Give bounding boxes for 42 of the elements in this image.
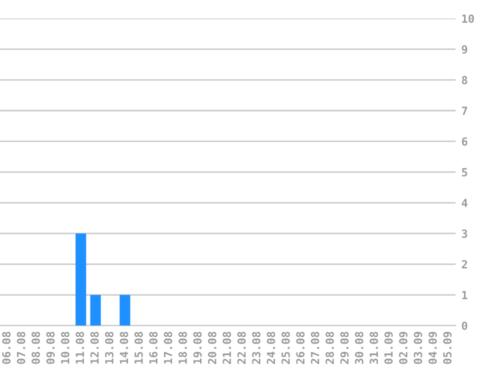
x-tick-label: 02.09	[399, 332, 408, 364]
y-tick-label: 2	[462, 260, 467, 268]
x-tick-label: 29.08	[340, 332, 349, 364]
x-tick-label: 15.08	[134, 332, 143, 364]
x-tick-label: 09.08	[46, 332, 55, 364]
y-tick-label: 3	[462, 229, 468, 238]
x-tick-label: 19.08	[193, 332, 202, 364]
x-tick-label: 10.08	[60, 332, 70, 364]
x-tick-label: 13.08	[105, 332, 114, 364]
x-tick-label: 17.08	[164, 332, 172, 364]
x-tick-label: 08.08	[32, 332, 40, 364]
y-tick-label: 0	[462, 322, 468, 330]
x-tick-label: 11.08	[76, 332, 84, 364]
x-tick-label: 18.08	[178, 332, 187, 364]
x-tick-label: 12.08	[90, 332, 99, 364]
x-tick-label: 27.08	[310, 332, 320, 364]
y-tick-label: 8	[462, 76, 468, 84]
x-tick-label: 21.08	[222, 332, 232, 364]
y-tick-label: 10	[462, 14, 474, 23]
x-tick-label: 23.08	[252, 332, 260, 364]
y-tick-label: 5	[462, 168, 468, 176]
y-tick-label: 4	[462, 198, 468, 207]
x-tick-label: 01.09	[384, 332, 393, 364]
x-tick-label: 31.08	[370, 332, 378, 364]
x-tick-label: 26.08	[296, 332, 305, 364]
x-tick-label: 07.08	[16, 332, 26, 364]
x-tick-label: 06.08	[2, 332, 11, 364]
x-tick-label: 20.08	[208, 332, 216, 364]
y-tick-label: 1	[462, 291, 468, 300]
y-tick-label: 6	[462, 137, 468, 146]
y-tick-label: 9	[462, 45, 468, 54]
x-tick-label: 30.08	[354, 332, 364, 364]
x-tick-label: 14.08	[120, 332, 128, 364]
x-tick-label: 03.09	[414, 332, 422, 364]
x-tick-label: 16.08	[149, 332, 158, 364]
x-tick-label: 04.09	[428, 332, 437, 364]
x-tick-label: 05.09	[443, 332, 452, 364]
x-tick-label: 24.08	[266, 332, 276, 364]
x-tick-label: 28.08	[326, 332, 334, 364]
x-tick-label: 22.08	[237, 332, 246, 364]
y-tick-label: 7	[462, 106, 468, 115]
x-tick-label: 25.08	[281, 332, 290, 364]
